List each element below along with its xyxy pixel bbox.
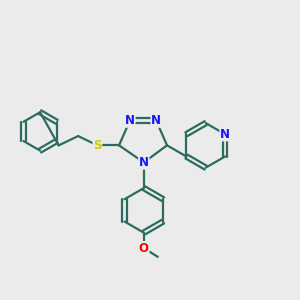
- Text: N: N: [220, 128, 230, 141]
- Text: N: N: [139, 156, 149, 169]
- Text: N: N: [151, 114, 161, 127]
- Text: S: S: [93, 139, 102, 152]
- Text: O: O: [139, 242, 149, 255]
- Text: N: N: [125, 114, 135, 127]
